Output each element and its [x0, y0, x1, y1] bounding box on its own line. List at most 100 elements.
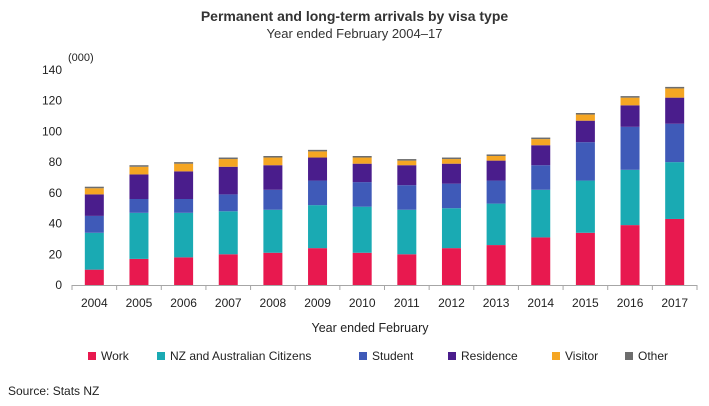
bar-segment-visitor — [486, 156, 506, 161]
bar-segment-other — [620, 96, 640, 98]
bar-segment-student — [620, 126, 640, 170]
bar-segment-visitor — [129, 166, 149, 175]
bar-segment-student — [263, 189, 283, 210]
bar-segment-nz-and-australian-citizens — [352, 206, 372, 253]
y-tick-label: 100 — [42, 124, 62, 138]
y-tick-label: 120 — [42, 94, 62, 108]
chart-subtitle: Year ended February 2004–17 — [267, 26, 443, 41]
bar-segment-residence — [84, 194, 104, 216]
y-unit-label: (000) — [68, 52, 94, 64]
bar-segment-student — [352, 182, 372, 207]
legend-label: NZ and Australian Citizens — [170, 349, 311, 363]
bar-stack-2011 — [397, 159, 417, 285]
bar-segment-other — [441, 157, 461, 160]
bar-stack-2009 — [308, 149, 328, 285]
legend-swatch — [157, 352, 165, 360]
bar-segment-work — [620, 225, 640, 285]
bar-segment-student — [531, 165, 551, 190]
x-tick-label: 2004 — [81, 296, 108, 310]
bar-segment-work — [129, 258, 149, 285]
legend-item-student: Student — [359, 349, 414, 363]
x-tick-label: 2010 — [349, 296, 376, 310]
bar-segment-other — [218, 157, 238, 160]
bar-segment-student — [575, 142, 595, 181]
bar-segment-other — [129, 165, 149, 167]
legend-item-residence: Residence — [448, 349, 518, 363]
bar-segment-residence — [218, 166, 238, 195]
bar-segment-work — [665, 218, 685, 285]
bar-segment-nz-and-australian-citizens — [441, 208, 461, 249]
y-tick-label: 40 — [49, 217, 63, 231]
legend-label: Visitor — [565, 349, 598, 363]
bar-segment-visitor — [263, 157, 283, 166]
x-tick-label: 2007 — [215, 296, 242, 310]
bar-stack-2012 — [441, 157, 461, 285]
legend-swatch — [88, 352, 96, 360]
bar-segment-nz-and-australian-citizens — [575, 180, 595, 233]
bar-segment-visitor — [352, 157, 372, 164]
bar-segment-nz-and-australian-citizens — [263, 209, 283, 253]
bar-segment-residence — [352, 163, 372, 183]
bar-segment-residence — [397, 165, 417, 186]
x-tick-label: 2014 — [527, 296, 554, 310]
legend-swatch — [448, 352, 456, 360]
bar-segment-work — [441, 248, 461, 285]
x-tick-label: 2013 — [483, 296, 510, 310]
bar-segment-work — [352, 252, 372, 285]
legend-label: Other — [638, 349, 668, 363]
bar-segment-nz-and-australian-citizens — [486, 203, 506, 246]
bar-segment-nz-and-australian-citizens — [665, 162, 685, 219]
bar-segment-nz-and-australian-citizens — [84, 232, 104, 270]
bar-segment-work — [575, 232, 595, 285]
bar-segment-residence — [308, 157, 328, 181]
chart-title: Permanent and long-term arrivals by visa… — [201, 8, 509, 24]
legend-item-work: Work — [88, 349, 130, 363]
bar-segment-student — [665, 123, 685, 163]
bar-stack-2016 — [620, 96, 640, 285]
legend-swatch — [359, 352, 367, 360]
x-axis-ticks: 2004 2005 2006 2007 2008 2009 2010 2011 2012 2013… — [71, 285, 698, 310]
bar-segment-work — [397, 254, 417, 285]
bar-stack-2014 — [531, 137, 551, 285]
bar-segment-other — [352, 156, 372, 158]
bar-segment-residence — [531, 145, 551, 166]
bar-stack-2004 — [84, 186, 104, 285]
bar-segment-student — [129, 199, 149, 213]
bar-segment-residence — [441, 163, 461, 184]
x-tick-label: 2008 — [260, 296, 287, 310]
bar-segment-student — [84, 215, 104, 233]
bar-stack-2017 — [665, 86, 685, 285]
bar-segment-other — [174, 162, 194, 164]
legend-swatch — [552, 352, 560, 360]
bar-segment-residence — [129, 174, 149, 199]
y-tick-label: 140 — [42, 63, 62, 77]
bar-segment-visitor — [441, 159, 461, 164]
x-tick-label: 2006 — [170, 296, 197, 310]
bar-segment-work — [84, 269, 104, 285]
bar-segment-nz-and-australian-citizens — [397, 209, 417, 255]
bar-segment-other — [308, 149, 328, 152]
bar-segment-student — [218, 194, 238, 212]
x-tick-label: 2015 — [572, 296, 599, 310]
bar-segment-other — [665, 86, 685, 89]
bar-segment-nz-and-australian-citizens — [620, 169, 640, 226]
bar-segment-nz-and-australian-citizens — [218, 211, 238, 255]
x-tick-label: 2016 — [617, 296, 644, 310]
y-tick-label: 20 — [49, 247, 63, 261]
bar-stack-2007 — [218, 157, 238, 285]
bar-segment-visitor — [397, 160, 417, 166]
bar-segment-student — [308, 180, 328, 206]
bar-segment-student — [441, 183, 461, 209]
y-tick-label: 60 — [49, 186, 63, 200]
legend-item-visitor: Visitor — [552, 349, 598, 363]
bar-stacks — [84, 86, 685, 285]
legend-label: Student — [372, 349, 414, 363]
y-tick-label: 80 — [49, 155, 63, 169]
x-tick-label: 2011 — [394, 296, 420, 310]
legend-label: Residence — [461, 349, 518, 363]
legend-swatch — [625, 352, 633, 360]
bar-segment-residence — [575, 120, 595, 143]
bar-stack-2006 — [174, 162, 194, 285]
bar-segment-other — [486, 154, 506, 156]
